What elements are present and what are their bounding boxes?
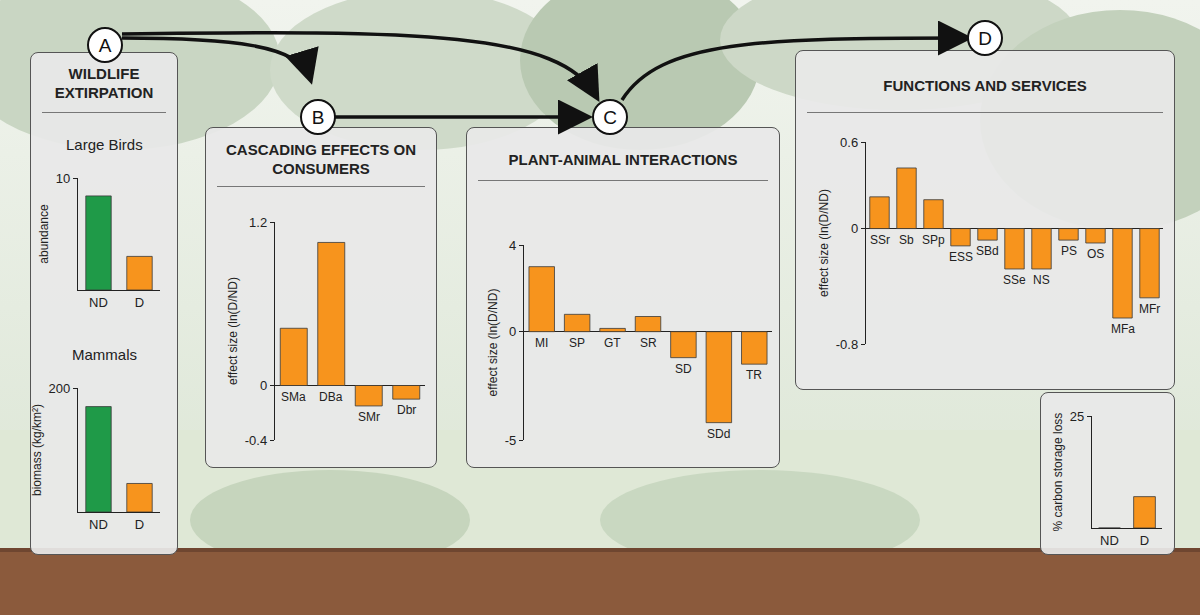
- svg-text:SR: SR: [640, 336, 657, 350]
- svg-text:-0.8: -0.8: [836, 337, 858, 352]
- svg-text:D: D: [135, 295, 144, 310]
- svg-text:NS: NS: [1033, 273, 1050, 287]
- svg-text:effect size (ln(D/ND): effect size (ln(D/ND): [226, 277, 240, 385]
- svg-text:Mammals: Mammals: [72, 346, 137, 363]
- svg-text:0: 0: [509, 324, 516, 339]
- svg-text:-5: -5: [505, 433, 517, 448]
- svg-text:ND: ND: [89, 295, 108, 310]
- svg-text:D: D: [135, 517, 144, 532]
- svg-text:GT: GT: [604, 336, 621, 350]
- svg-text:biomass (kg/km²): biomass (kg/km²): [30, 404, 44, 496]
- svg-text:D: D: [978, 28, 992, 49]
- svg-text:MFr: MFr: [1139, 302, 1160, 316]
- html-text:WILDLIFE EXTIRPATION: WILDLIFE EXTIRPATION: [54, 65, 154, 101]
- svg-text:ND: ND: [1100, 533, 1119, 548]
- svg-text:DBa: DBa: [319, 390, 343, 404]
- svg-text:OS: OS: [1087, 247, 1104, 261]
- svg-text:4: 4: [509, 238, 516, 253]
- svg-text:PS: PS: [1061, 244, 1077, 258]
- svg-text:0.6: 0.6: [840, 135, 858, 150]
- svg-text:Dbr: Dbr: [397, 403, 416, 417]
- svg-text:B: B: [312, 107, 325, 128]
- svg-text:effect size (ln(D/ND): effect size (ln(D/ND): [486, 289, 500, 397]
- svg-text:ND: ND: [89, 517, 108, 532]
- svg-text:MFa: MFa: [1111, 322, 1135, 336]
- svg-text:A: A: [99, 35, 112, 56]
- svg-text:SPp: SPp: [922, 233, 945, 247]
- svg-text:SSr: SSr: [870, 233, 890, 247]
- svg-text:SP: SP: [569, 336, 585, 350]
- svg-text:C: C: [603, 107, 617, 128]
- html-text:FUNCTIONS AND SERVICES: FUNCTIONS AND SERVICES: [883, 77, 1087, 94]
- svg-text:% carbon storage loss: % carbon storage loss: [1051, 413, 1065, 532]
- svg-text:ESS: ESS: [949, 250, 973, 264]
- svg-text:SMa: SMa: [281, 390, 306, 404]
- html-text:PLANT-ANIMAL INTERACTIONS: PLANT-ANIMAL INTERACTIONS: [508, 151, 738, 168]
- svg-text:Large Birds: Large Birds: [66, 136, 143, 153]
- svg-text:0: 0: [851, 221, 858, 236]
- svg-text:0: 0: [260, 378, 267, 393]
- svg-text:SMr: SMr: [358, 410, 380, 424]
- svg-text:200: 200: [48, 381, 70, 396]
- svg-text:MI: MI: [535, 336, 548, 350]
- svg-text:D: D: [1140, 533, 1149, 548]
- svg-text:SDd: SDd: [707, 427, 730, 441]
- svg-text:10: 10: [56, 171, 70, 186]
- svg-text:SBd: SBd: [976, 244, 999, 258]
- svg-text:abundance: abundance: [37, 204, 51, 264]
- svg-text:1.2: 1.2: [249, 215, 267, 230]
- svg-text:TR: TR: [746, 368, 762, 382]
- svg-text:-0.4: -0.4: [245, 433, 267, 448]
- svg-text:SD: SD: [675, 362, 692, 376]
- svg-text:SSe: SSe: [1003, 273, 1026, 287]
- svg-text:effect size (ln(D/ND): effect size (ln(D/ND): [817, 189, 831, 297]
- svg-text:25: 25: [1070, 409, 1084, 424]
- svg-text:Sb: Sb: [899, 233, 914, 247]
- html-text:CASCADING EFFECTS ON CONSUMERS: CASCADING EFFECTS ON CONSUMERS: [226, 141, 416, 177]
